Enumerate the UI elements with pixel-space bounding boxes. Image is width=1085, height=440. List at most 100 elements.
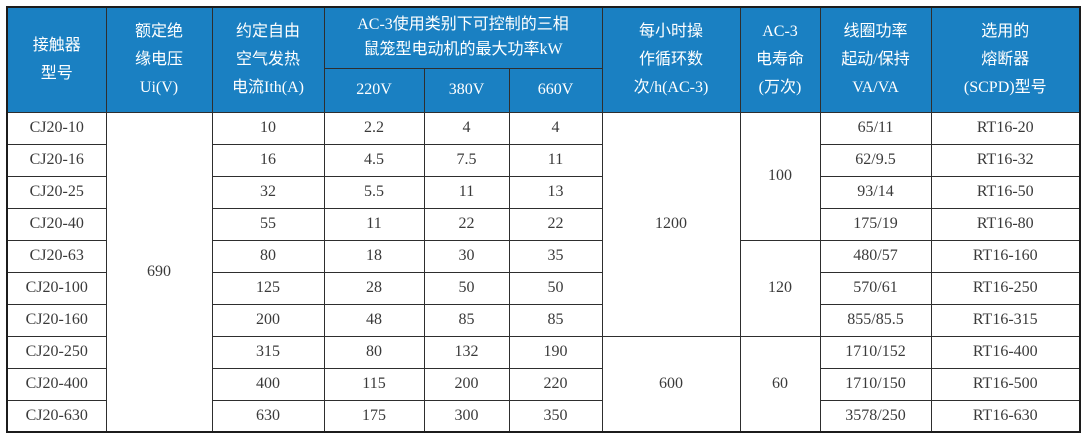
cell-kw380: 7.5 (423, 143, 510, 177)
header-insulation-voltage: 额定绝 缘电压 Ui(V) (105, 6, 213, 113)
cell-life-merged-bottom: 60 (739, 335, 821, 433)
table-row: CJ20-10 690 10 2.2 4 4 1200 100 65/11 RT… (6, 111, 1081, 433)
cell-coil: 3578/250 (819, 399, 932, 433)
cell-kw220: 4.5 (323, 143, 425, 177)
header-660v: 660V (508, 67, 603, 113)
cell-fuse: RT16-315 (930, 303, 1081, 337)
cell-kw660: 50 (508, 271, 603, 305)
cell-kw660: 350 (508, 399, 603, 433)
cell-ith: 16 (211, 143, 325, 177)
table-row: CJ20-630 630 175 300 350 3578/250 RT16-6… (6, 399, 1081, 433)
cell-ith: 400 (211, 367, 325, 401)
header-coil-power: 线圈功率 起动/保持 VA/VA (819, 6, 932, 113)
cell-coil: 93/14 (819, 175, 932, 209)
cell-kw220: 80 (323, 335, 425, 369)
cell-kw380: 11 (423, 175, 510, 209)
cell-model: CJ20-40 (6, 207, 107, 241)
cell-kw380: 4 (423, 111, 510, 145)
cell-kw660: 190 (508, 335, 603, 369)
cell-fuse: RT16-160 (930, 239, 1081, 273)
cell-life-merged-mid: 120 (739, 239, 821, 337)
cell-kw380: 200 (423, 367, 510, 401)
cell-kw660: 11 (508, 143, 603, 177)
header-ac3-max-power-group: AC-3使用类别下可控制的三相 鼠笼型电动机的最大功率kW (323, 6, 603, 69)
cell-ith: 80 (211, 239, 325, 273)
cell-kw220: 28 (323, 271, 425, 305)
cell-ith: 200 (211, 303, 325, 337)
cell-kw220: 5.5 (323, 175, 425, 209)
contactor-spec-table: 接触器 型号 额定绝 缘电压 Ui(V) 约定自由 空气发热 电流Ith(A) … (6, 6, 1081, 433)
header-220v: 220V (323, 67, 425, 113)
header-electrical-life: AC-3 电寿命 (万次) (739, 6, 821, 113)
cell-ith: 315 (211, 335, 325, 369)
cell-coil: 65/11 (819, 111, 932, 145)
cell-cycles-merged-bottom: 600 (601, 335, 741, 433)
table-row: CJ20-16 16 4.5 7.5 11 62/9.5 RT16-32 (6, 143, 1081, 177)
cell-fuse: RT16-630 (930, 399, 1081, 433)
cell-kw220: 18 (323, 239, 425, 273)
cell-cycles-merged-top: 1200 (601, 111, 741, 337)
cell-model: CJ20-25 (6, 175, 107, 209)
cell-fuse: RT16-250 (930, 271, 1081, 305)
header-fuse-type: 选用的 熔断器 (SCPD)型号 (930, 6, 1081, 113)
cell-fuse: RT16-80 (930, 207, 1081, 241)
header-model: 接触器 型号 (6, 6, 107, 113)
cell-fuse: RT16-400 (930, 335, 1081, 369)
cell-model: CJ20-400 (6, 367, 107, 401)
cell-model: CJ20-100 (6, 271, 107, 305)
cell-fuse: RT16-32 (930, 143, 1081, 177)
cell-fuse: RT16-20 (930, 111, 1081, 145)
table-row: CJ20-40 55 11 22 22 175/19 RT16-80 (6, 207, 1081, 241)
cell-kw380: 300 (423, 399, 510, 433)
header-380v: 380V (423, 67, 510, 113)
cell-kw220: 48 (323, 303, 425, 337)
cell-kw380: 50 (423, 271, 510, 305)
cell-ith: 10 (211, 111, 325, 145)
table-row: CJ20-63 80 18 30 35 120 480/57 RT16-160 (6, 239, 1081, 337)
cell-model: CJ20-16 (6, 143, 107, 177)
header-thermal-current: 约定自由 空气发热 电流Ith(A) (211, 6, 325, 113)
cell-kw380: 22 (423, 207, 510, 241)
table-row: CJ20-250 315 80 132 190 600 60 1710/152 … (6, 335, 1081, 433)
cell-model: CJ20-630 (6, 399, 107, 433)
cell-coil: 175/19 (819, 207, 932, 241)
cell-coil: 855/85.5 (819, 303, 932, 337)
table-row: CJ20-100 125 28 50 50 570/61 RT16-250 (6, 271, 1081, 305)
cell-coil: 480/57 (819, 239, 932, 273)
cell-kw660: 13 (508, 175, 603, 209)
cell-kw220: 115 (323, 367, 425, 401)
cell-fuse: RT16-500 (930, 367, 1081, 401)
header-row-sub: 220V 380V 660V (7, 67, 1080, 113)
cell-coil: 1710/152 (819, 335, 932, 369)
cell-kw220: 175 (323, 399, 425, 433)
cell-kw660: 22 (508, 207, 603, 241)
cell-kw380: 132 (423, 335, 510, 369)
cell-ith: 32 (211, 175, 325, 209)
cell-kw660: 85 (508, 303, 603, 337)
cell-coil: 570/61 (819, 271, 932, 305)
cell-coil: 1710/150 (819, 367, 932, 401)
cell-kw220: 11 (323, 207, 425, 241)
header-operating-cycles: 每小时操 作循环数 次/h(AC-3) (601, 6, 741, 113)
cell-kw660: 220 (508, 367, 603, 401)
cell-model: CJ20-63 (6, 239, 107, 273)
table-row: CJ20-400 400 115 200 220 1710/150 RT16-5… (6, 367, 1081, 401)
cell-kw380: 85 (423, 303, 510, 337)
cell-model: CJ20-250 (6, 335, 107, 369)
cell-fuse: RT16-50 (930, 175, 1081, 209)
cell-kw660: 4 (508, 111, 603, 145)
cell-kw220: 2.2 (323, 111, 425, 145)
cell-ui-merged: 690 (105, 111, 213, 433)
cell-model: CJ20-160 (6, 303, 107, 337)
table-row: CJ20-25 32 5.5 11 13 93/14 RT16-50 (6, 175, 1081, 209)
cell-ith: 125 (211, 271, 325, 305)
header-row-top: 接触器 型号 额定绝 缘电压 Ui(V) 约定自由 空气发热 电流Ith(A) … (6, 6, 1081, 113)
cell-ith: 55 (211, 207, 325, 241)
cell-ith: 630 (211, 399, 325, 433)
cell-model: CJ20-10 (6, 111, 107, 145)
cell-kw660: 35 (508, 239, 603, 273)
cell-kw380: 30 (423, 239, 510, 273)
cell-life-merged-top: 100 (739, 111, 821, 241)
cell-coil: 62/9.5 (819, 143, 932, 177)
